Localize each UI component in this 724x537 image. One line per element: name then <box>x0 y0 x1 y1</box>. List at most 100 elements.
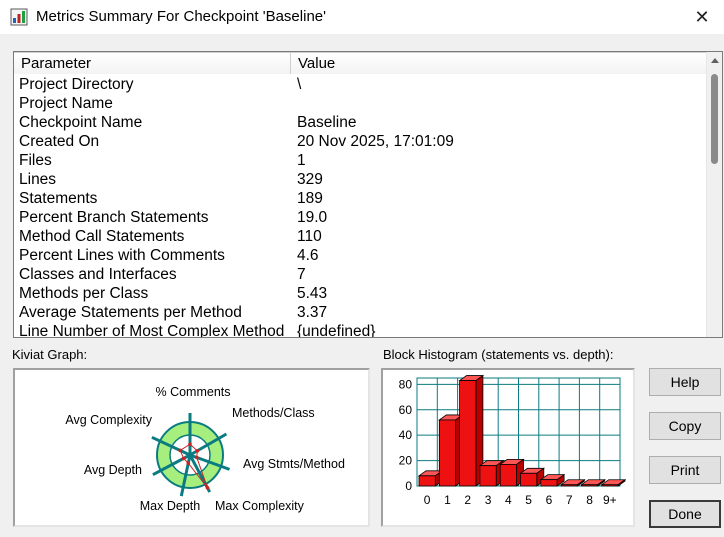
parameter-cell: Line Number of Most Complex Method <box>19 323 285 338</box>
histogram-y-tick-label: 0 <box>405 479 412 493</box>
value-cell: 3.37 <box>297 304 328 321</box>
histogram-x-tick-label: 2 <box>464 493 471 507</box>
kiviat-data-point <box>205 486 210 490</box>
client-area: Parameter Value Project Directory \ Projec… <box>0 34 724 537</box>
histogram-x-tick-label: 9+ <box>603 493 617 507</box>
histogram-bar <box>498 458 525 487</box>
value-cell: 7 <box>297 266 306 283</box>
table-row[interactable]: Percent Branch Statements 19.0 <box>14 208 707 227</box>
table-header: Parameter Value <box>14 52 707 74</box>
block-histogram-panel: 0 20 40 60 80 0 1 2 3 4 5 6 7 8 9+ <box>381 368 635 527</box>
parameter-cell: Average Statements per Method <box>19 304 242 321</box>
window-title: Metrics Summary For Checkpoint 'Baseline… <box>36 8 326 25</box>
block-histogram-label: Block Histogram (statements vs. depth): <box>383 347 614 362</box>
print-button[interactable]: Print <box>649 456 721 484</box>
kiviat-data-point <box>186 461 191 465</box>
kiviat-axis-label: Methods/Class <box>232 406 315 420</box>
table-row[interactable]: Checkpoint Name Baseline <box>14 113 707 132</box>
histogram-y-tick-label: 80 <box>399 377 413 391</box>
table-row[interactable]: Average Statements per Method 3.37 <box>14 303 707 322</box>
parameter-cell: Files <box>19 152 52 169</box>
histogram-x-tick-label: 3 <box>485 493 492 507</box>
kiviat-axis-label: % Comments <box>155 385 230 399</box>
kiviat-axis-label: Max Depth <box>140 499 200 513</box>
vertical-scrollbar[interactable] <box>706 52 722 337</box>
value-cell: Baseline <box>297 114 357 131</box>
parameter-cell: Statements <box>19 190 98 207</box>
kiviat-data-point <box>181 456 186 461</box>
histogram-bar <box>600 478 627 487</box>
value-cell: \ <box>297 76 302 93</box>
histogram-bar <box>539 473 566 487</box>
kiviat-data-point <box>178 448 182 453</box>
kiviat-data-point <box>195 455 199 460</box>
table-row[interactable]: Created On 20 Nov 2025, 17:01:09 <box>14 132 707 151</box>
table-row[interactable]: Line Number of Most Complex Method {undef… <box>14 322 707 338</box>
histogram-x-tick-label: 7 <box>566 493 573 507</box>
value-cell: 110 <box>297 228 322 245</box>
metrics-app-icon <box>10 8 28 26</box>
histogram-bar <box>458 374 485 487</box>
table-row[interactable]: Classes and Interfaces 7 <box>14 265 707 284</box>
kiviat-graph-label: Kiviat Graph: <box>12 347 88 362</box>
column-header-parameter[interactable]: Parameter <box>14 52 291 74</box>
parameter-cell: Project Directory <box>19 76 134 93</box>
value-cell: 1 <box>297 152 306 169</box>
value-cell: 19.0 <box>297 209 328 226</box>
table-row[interactable]: Method Call Statements 110 <box>14 227 707 246</box>
kiviat-data-point <box>188 442 192 446</box>
histogram-x-tick-label: 4 <box>505 493 512 507</box>
kiviat-axis-line <box>151 435 191 457</box>
table-row[interactable]: Methods per Class 5.43 <box>14 284 707 303</box>
table-body: Project Directory \ Project Name Checkpoint… <box>14 75 707 338</box>
parameter-cell: Lines <box>19 171 57 188</box>
histogram-x-tick-label: 1 <box>444 493 451 507</box>
close-icon: ✕ <box>694 6 710 27</box>
scroll-up-arrow-icon[interactable] <box>711 58 719 63</box>
value-cell: 20 Nov 2025, 17:01:09 <box>297 133 454 150</box>
help-button[interactable]: Help <box>649 368 721 396</box>
kiviat-axis-label: Max Complexity <box>215 499 305 513</box>
histogram-y-tick-label: 40 <box>399 428 413 442</box>
parameter-cell: Methods per Class <box>19 285 149 302</box>
parameter-cell: Created On <box>19 133 100 150</box>
close-button[interactable]: ✕ <box>680 0 724 34</box>
title-bar: Metrics Summary For Checkpoint 'Baseline… <box>0 0 724 34</box>
done-button[interactable]: Done <box>649 500 721 528</box>
parameter-cell: Method Call Statements <box>19 228 185 245</box>
copy-button[interactable]: Copy <box>649 412 721 440</box>
value-cell: 4.6 <box>297 247 319 264</box>
value-cell: 5.43 <box>297 285 328 302</box>
kiviat-data-point <box>195 449 200 453</box>
parameter-cell: Percent Lines with Comments <box>19 247 225 264</box>
table-row[interactable]: Project Name <box>14 94 707 113</box>
value-cell <box>291 94 707 113</box>
parameter-cell: Classes and Interfaces <box>19 266 177 283</box>
histogram-bar <box>580 478 606 487</box>
kiviat-axis-label: Avg Complexity <box>65 413 152 427</box>
histogram-bar <box>438 414 464 487</box>
table-row[interactable]: Project Directory \ <box>14 75 707 94</box>
parameter-cell: Percent Branch Statements <box>19 209 209 226</box>
table-row[interactable]: Lines 329 <box>14 170 707 189</box>
histogram-bar <box>519 467 546 487</box>
table-row[interactable]: Statements 189 <box>14 189 707 208</box>
histogram-y-tick-label: 20 <box>399 454 413 468</box>
value-cell: 189 <box>297 190 323 207</box>
histogram-x-tick-label: 0 <box>424 493 431 507</box>
table-row[interactable]: Files 1 <box>14 151 707 170</box>
table-row[interactable]: Percent Lines with Comments 4.6 <box>14 246 707 265</box>
histogram-x-tick-label: 8 <box>586 493 593 507</box>
column-header-value[interactable]: Value <box>291 52 707 74</box>
histogram-bar <box>417 470 444 487</box>
kiviat-axis-label: Avg Stmts/Method <box>243 457 345 471</box>
metrics-table[interactable]: Parameter Value Project Directory \ Projec… <box>13 51 723 338</box>
parameter-cell: Checkpoint Name <box>19 114 143 131</box>
scroll-thumb[interactable] <box>711 74 718 164</box>
value-cell: {undefined} <box>297 323 376 338</box>
histogram-y-tick-label: 60 <box>399 403 413 417</box>
histogram-x-tick-label: 5 <box>525 493 532 507</box>
